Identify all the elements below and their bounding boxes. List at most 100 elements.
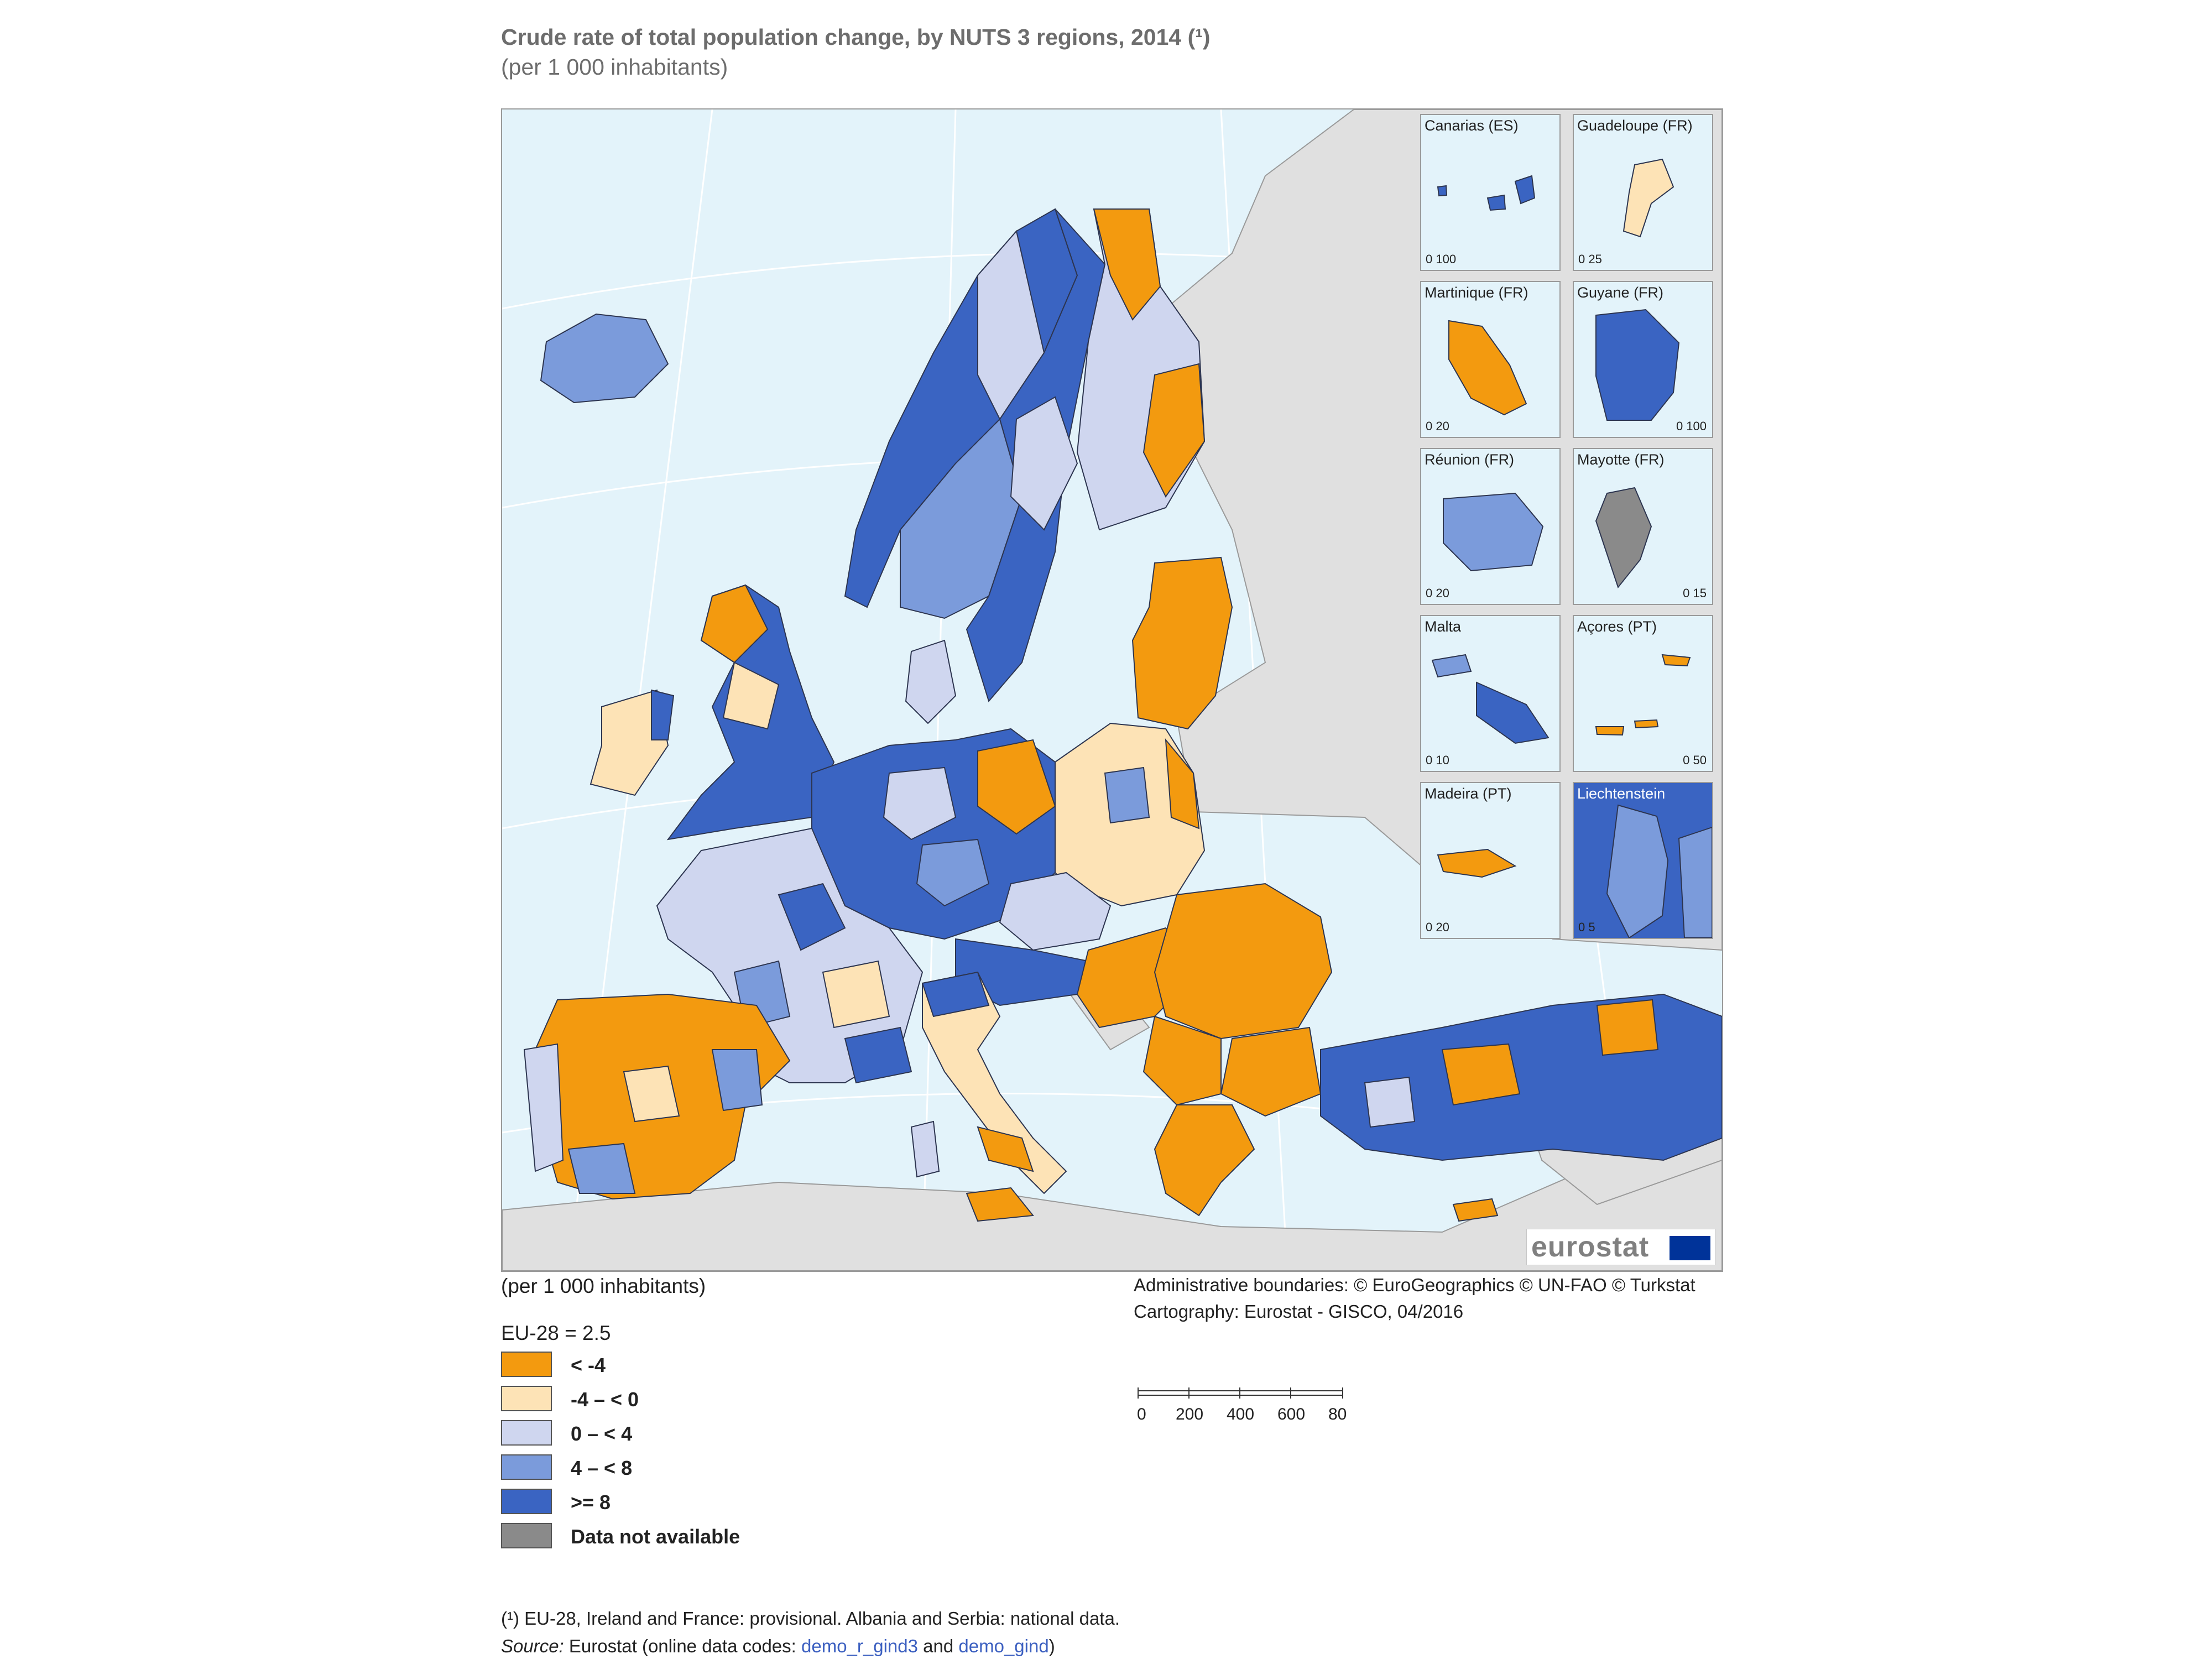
region-uk-north <box>722 661 780 730</box>
inset-scale: 0 15 <box>1683 586 1707 600</box>
inset-label: Canarias (ES) <box>1425 117 1519 134</box>
guyane-shape <box>1595 309 1680 421</box>
inset-label: Malta <box>1425 618 1462 635</box>
region-turkey-east <box>1596 999 1659 1056</box>
legend-swatch <box>501 1454 552 1480</box>
legend-swatch <box>501 1420 552 1446</box>
legend-label: >= 8 <box>571 1491 611 1514</box>
region-madrid <box>623 1065 680 1123</box>
canarias-shape <box>1437 175 1536 211</box>
map-title: Crude rate of total population change, b… <box>501 24 1211 50</box>
inset-label: Madeira (PT) <box>1425 785 1512 802</box>
region-sicily <box>966 1187 1034 1222</box>
scale-tick: 0 <box>1137 1405 1146 1423</box>
region-czechia <box>999 872 1112 951</box>
region-warsaw <box>1104 766 1150 824</box>
region-scotland-north <box>700 584 769 664</box>
inset-guadeloupe: Guadeloupe (FR) 0 25 <box>1573 114 1713 271</box>
eu-flag-icon <box>1670 1236 1710 1260</box>
legend-label: Data not available <box>571 1525 740 1548</box>
legend-label: -4 – < 0 <box>571 1388 639 1411</box>
malta-shape <box>1431 654 1550 744</box>
region-serbia <box>1142 1015 1222 1106</box>
region-germany-central <box>883 766 957 841</box>
region-cyprus <box>1452 1198 1499 1222</box>
inset-scale: 0 20 <box>1426 586 1449 600</box>
map-subtitle: (per 1 000 inhabitants) <box>501 54 728 80</box>
inset-scale: 0 20 <box>1426 419 1449 433</box>
region-france-central <box>822 960 890 1029</box>
inset-label: Guyane (FR) <box>1577 284 1664 301</box>
source-text: Eurostat (online data codes: <box>564 1636 801 1656</box>
inset-label: Martinique (FR) <box>1425 284 1528 301</box>
region-italy <box>922 971 1067 1194</box>
region-bulgaria <box>1220 1026 1322 1117</box>
legend-swatch <box>501 1352 552 1377</box>
inset-scale: 0 25 <box>1578 252 1602 266</box>
inset-scale: 0 5 <box>1578 920 1595 934</box>
region-paris <box>778 883 846 951</box>
map-area: Canarias (ES) 0 100 Guadeloupe (FR) 0 25… <box>501 108 1723 1272</box>
region-turkey-central <box>1441 1043 1521 1106</box>
source-and: and <box>918 1636 959 1656</box>
eu-average: EU-28 = 2.5 <box>501 1322 611 1344</box>
eurostat-logo: eurostat <box>1526 1229 1715 1265</box>
inset-madeira: Madeira (PT) 0 20 <box>1420 782 1561 939</box>
region-iceland <box>540 313 669 404</box>
region-dublin <box>651 689 675 740</box>
region-portugal <box>523 1043 564 1172</box>
region-turkey-west <box>1364 1076 1416 1128</box>
source-line: Source: Eurostat (online data codes: dem… <box>501 1636 1055 1657</box>
region-sardinia <box>910 1120 940 1178</box>
reunion-shape <box>1443 492 1544 572</box>
region-andalucia <box>567 1142 636 1194</box>
region-poland-east <box>1165 738 1200 830</box>
credits-cartography: Cartography: Eurostat - GISCO, 04/2016 <box>1134 1301 1464 1322</box>
logo-text: eurostat <box>1531 1231 1650 1263</box>
inset-scale: 0 50 <box>1683 753 1707 767</box>
inset-martinique: Martinique (FR) 0 20 <box>1420 281 1561 438</box>
link-demo-r-gind3[interactable]: demo_r_gind3 <box>801 1636 918 1656</box>
region-lapland <box>1093 208 1161 321</box>
inset-guyane: Guyane (FR) 0 100 <box>1573 281 1713 438</box>
inset-acores: Açores (PT) 0 50 <box>1573 615 1713 772</box>
scale-tick: 600 <box>1277 1405 1305 1423</box>
inset-malta: Malta 0 10 <box>1420 615 1561 772</box>
scale-bar: 0 200 400 600 800 km <box>1137 1387 1347 1423</box>
inset-label: Guadeloupe (FR) <box>1577 117 1693 134</box>
inset-scale: 0 20 <box>1426 920 1449 934</box>
region-finland-east <box>1142 363 1206 498</box>
region-catalonia <box>711 1049 763 1112</box>
acores-shape <box>1595 654 1691 736</box>
source-suffix: ) <box>1048 1636 1055 1656</box>
legend-label: < -4 <box>571 1354 606 1376</box>
scale-tick: 400 <box>1227 1405 1254 1423</box>
madeira-shape <box>1437 848 1517 878</box>
region-germany-south <box>916 838 990 907</box>
region-denmark <box>905 639 957 724</box>
legend-swatch <box>501 1489 552 1514</box>
europe-map <box>502 109 1722 1271</box>
inset-reunion: Réunion (FR) 0 20 <box>1420 448 1561 605</box>
inset-mayotte: Mayotte (FR) 0 15 <box>1573 448 1713 605</box>
region-france-southeast <box>844 1026 912 1084</box>
liechtenstein-shape <box>1606 804 1712 938</box>
credits-boundaries: Administrative boundaries: © EuroGeograp… <box>1134 1275 1695 1295</box>
legend-swatch <box>501 1523 552 1548</box>
mayotte-shape <box>1595 487 1652 589</box>
inset-scale: 0 10 <box>1426 753 1449 767</box>
source-prefix: Source: <box>501 1636 564 1656</box>
inset-label: Mayotte (FR) <box>1577 451 1665 468</box>
martinique-shape <box>1448 320 1527 416</box>
inset-label: Liechtenstein <box>1577 785 1666 802</box>
unit-note: (per 1 000 inhabitants) <box>501 1275 706 1297</box>
link-demo-gind[interactable]: demo_gind <box>958 1636 1049 1656</box>
region-italy-south <box>977 1126 1034 1172</box>
legend-label: 4 – < 8 <box>571 1457 633 1479</box>
region-sweden-central <box>1010 396 1078 531</box>
scale-tick: 800 km <box>1328 1405 1347 1423</box>
inset-scale: 0 100 <box>1676 419 1707 433</box>
footnote: (¹) EU-28, Ireland and France: provision… <box>501 1608 1120 1629</box>
legend-swatch <box>501 1386 552 1411</box>
inset-scale: 0 100 <box>1426 252 1457 266</box>
